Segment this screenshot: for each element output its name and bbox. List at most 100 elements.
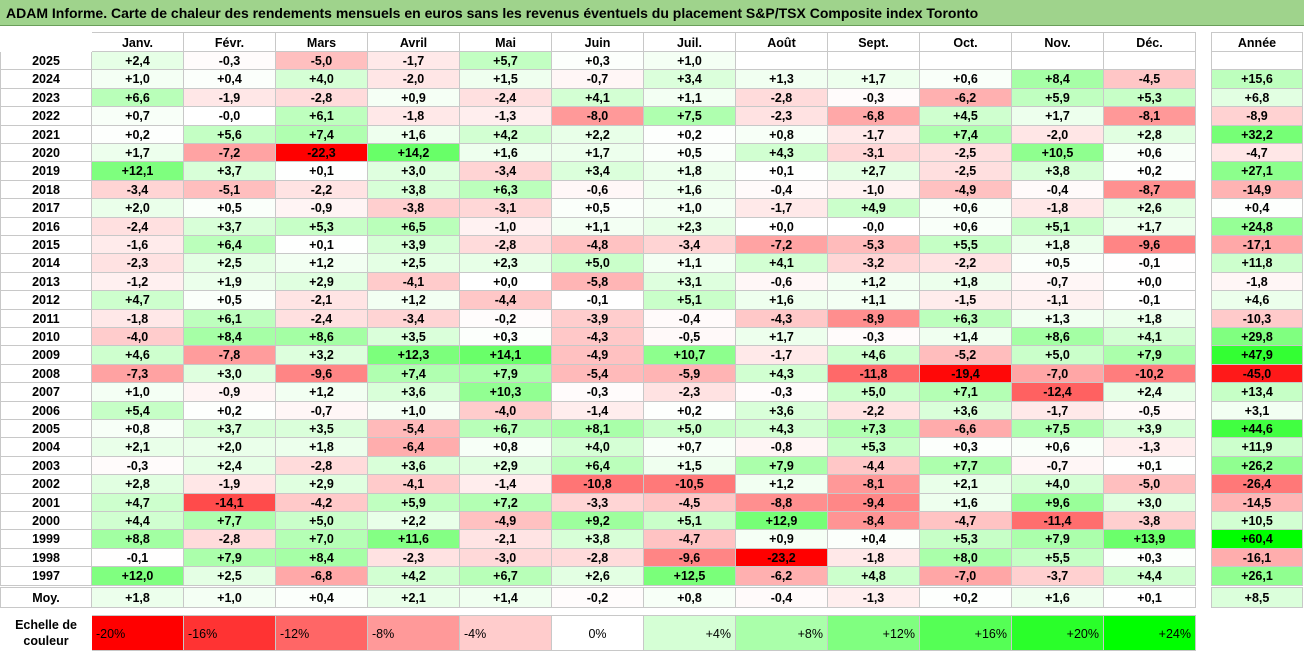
heatmap-cell: -3,4: [368, 309, 460, 328]
heatmap-cell: -4,7: [920, 512, 1012, 531]
heatmap-cell: -10,2: [1104, 364, 1196, 384]
heatmap-cell: +1,8: [1012, 236, 1104, 255]
heatmap-cell: -2,8: [552, 548, 644, 568]
heatmap-cell: -2,8: [276, 88, 368, 108]
heatmap-cell: -4,7: [644, 530, 736, 549]
heatmap-cell: +4,3: [736, 420, 828, 439]
heatmap-cell: -3,9: [552, 309, 644, 328]
scale-stop: -12%: [276, 615, 368, 651]
column-header: Août: [736, 32, 828, 52]
heatmap-cell: +0,0: [1104, 272, 1196, 292]
heatmap-cell: +1,0: [644, 52, 736, 71]
annual-cell: -4,7: [1211, 144, 1303, 163]
heatmap-cell: +4,3: [736, 364, 828, 384]
heatmap-cell: +8,0: [920, 548, 1012, 568]
heatmap-cell: +2,4: [184, 456, 276, 476]
heatmap-cell: -2,3: [368, 548, 460, 568]
heatmap-cell: +2,9: [460, 456, 552, 476]
heatmap-cell: [828, 52, 920, 71]
heatmap-cell: -0,3: [552, 383, 644, 402]
heatmap-cell: -0,1: [1104, 291, 1196, 310]
average-label: Moy.: [0, 586, 92, 608]
heatmap-cell: +8,8: [92, 530, 184, 549]
heatmap-cell: +1,1: [828, 291, 920, 310]
heatmap-cell: +1,4: [920, 328, 1012, 347]
heatmap-cell: +6,7: [460, 567, 552, 586]
heatmap-cell: -2,8: [736, 88, 828, 108]
heatmap-cell: +4,8: [828, 567, 920, 586]
column-header: Juin: [552, 32, 644, 52]
heatmap-cell: -2,8: [184, 530, 276, 549]
heatmap-cell: -6,2: [920, 88, 1012, 108]
heatmap-cell: +2,4: [1104, 383, 1196, 402]
heatmap-cell: +0,8: [92, 420, 184, 439]
heatmap-cell: +1,7: [1104, 217, 1196, 236]
heatmap-cell: +6,1: [276, 107, 368, 126]
year-label: 1998: [0, 548, 92, 568]
heatmap-cell: +4,1: [736, 254, 828, 273]
annual-cell: +29,8: [1211, 328, 1303, 347]
heatmap-cell: -4,3: [552, 328, 644, 347]
heatmap-cell: +3,8: [552, 530, 644, 549]
heatmap-cell: +1,6: [920, 493, 1012, 512]
column-header: Nov.: [1012, 32, 1104, 52]
heatmap-cell: -3,8: [1104, 512, 1196, 531]
heatmap-cell: +8,4: [1012, 70, 1104, 89]
average-cell: +0,2: [920, 586, 1012, 608]
year-label: 2022: [0, 107, 92, 126]
heatmap-cell: -11,8: [828, 364, 920, 384]
heatmap-cell: -3,7: [1012, 567, 1104, 586]
heatmap-cell: +0,4: [828, 530, 920, 549]
heatmap-cell: +0,1: [276, 162, 368, 181]
year-label: 2019: [0, 162, 92, 181]
heatmap-cell: -5,0: [276, 52, 368, 71]
heatmap-cell: +2,0: [184, 438, 276, 457]
heatmap-cell: +5,4: [92, 401, 184, 420]
heatmap-cell: -0,7: [276, 401, 368, 420]
year-label: 2003: [0, 456, 92, 476]
column-header: Mai: [460, 32, 552, 52]
heatmap-cell: +0,0: [736, 217, 828, 236]
heatmap-cell: -5,1: [184, 180, 276, 200]
heatmap-cell: +8,1: [552, 420, 644, 439]
heatmap-cell: +3,8: [1012, 162, 1104, 181]
heatmap-cell: -3,4: [644, 236, 736, 255]
heatmap-cell: +4,3: [736, 144, 828, 163]
heatmap-cell: -7,3: [92, 364, 184, 384]
heatmap-cell: +1,6: [460, 144, 552, 163]
heatmap-cell: +2,3: [644, 217, 736, 236]
heatmap-cell: +7,7: [920, 456, 1012, 476]
heatmap-cell: +3,4: [552, 162, 644, 181]
heatmap-cell: [920, 52, 1012, 71]
heatmap-cell: -0,3: [736, 383, 828, 402]
average-cell: +0,8: [644, 586, 736, 608]
column-header: Oct.: [920, 32, 1012, 52]
heatmap-cell: -7,2: [184, 144, 276, 163]
heatmap-cell: -1,7: [1012, 401, 1104, 420]
heatmap-cell: +7,9: [460, 364, 552, 384]
heatmap-cell: +7,4: [368, 364, 460, 384]
heatmap-cell: [1104, 52, 1196, 71]
heatmap-cell: +2,2: [552, 125, 644, 144]
annual-cell: +15,6: [1211, 70, 1303, 89]
heatmap-cell: +7,9: [184, 548, 276, 568]
heatmap-cell: +6,4: [184, 236, 276, 255]
heatmap-cell: +2,5: [368, 254, 460, 273]
heatmap-cell: +3,1: [644, 272, 736, 292]
heatmap-cell: -9,6: [276, 364, 368, 384]
heatmap-cell: -0,7: [1012, 272, 1104, 292]
heatmap-cell: +2,5: [184, 254, 276, 273]
heatmap-cell: +7,4: [920, 125, 1012, 144]
heatmap-cell: -4,1: [368, 272, 460, 292]
heatmap-cell: +0,5: [1012, 254, 1104, 273]
heatmap-cell: +12,0: [92, 567, 184, 586]
heatmap-cell: +1,0: [92, 70, 184, 89]
annual-cell: -14,5: [1211, 493, 1303, 512]
scale-stop: -8%: [368, 615, 460, 651]
heatmap-cell: +1,1: [644, 254, 736, 273]
heatmap-cell: +4,5: [920, 107, 1012, 126]
heatmap-cell: +1,2: [368, 291, 460, 310]
heatmap-cell: +5,0: [276, 512, 368, 531]
heatmap-cell: -2,5: [920, 162, 1012, 181]
heatmap-cell: +5,9: [368, 493, 460, 512]
